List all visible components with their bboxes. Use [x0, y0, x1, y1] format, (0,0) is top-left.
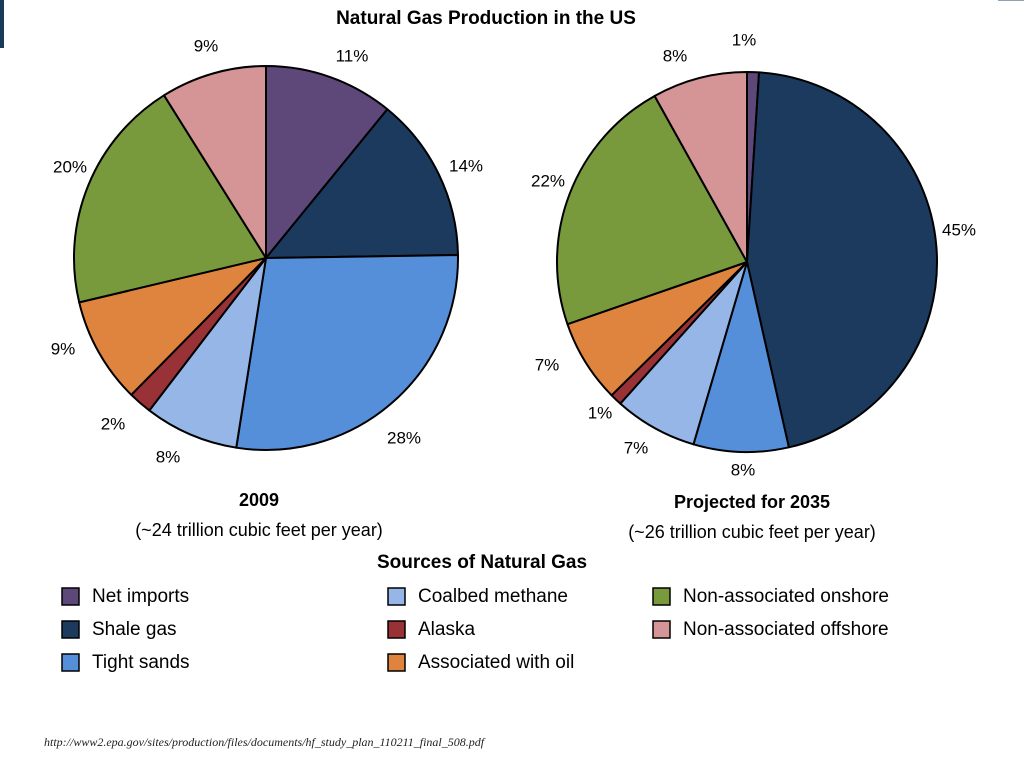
legend-swatch	[387, 620, 406, 639]
legend-swatch	[652, 620, 671, 639]
pie-slice-non-associated-offshore	[163, 65, 267, 259]
pie-slice-net-imports	[265, 65, 389, 259]
pie-subcaption: (~26 trillion cubic feet per year)	[628, 522, 876, 542]
slice-label-non-associated-onshore: 22%	[531, 171, 565, 190]
slide-corner-mark	[0, 0, 4, 48]
pie-slice-non-associated-offshore	[653, 71, 748, 263]
legend: Sources of Natural Gas Net imports Shale …	[61, 552, 889, 673]
natural-gas-chart: Natural Gas Production in the US 11% 14% 2…	[51, 8, 976, 673]
pie-slice-shale-gas	[265, 108, 459, 259]
legend-item-non-associated-onshore: Non-associated onshore	[652, 586, 889, 607]
slice-label-net-imports: 11%	[336, 46, 369, 65]
pie-slice-non-associated-onshore	[73, 94, 267, 304]
slice-label-shale-gas: 14%	[449, 156, 483, 175]
slice-label-alaska: 1%	[588, 403, 613, 422]
pie-slice-tight-sands	[692, 261, 790, 453]
pies-layer: 11% 14% 28% 8% 2% 9% 20% 9% 2009 (~24 trillion cu…	[51, 30, 976, 542]
pie-2009: 11% 14% 28% 8% 2% 9% 20% 9% 2009 (~24 trillion cu…	[51, 36, 483, 540]
slice-label-non-associated-offshore: 9%	[194, 36, 219, 55]
slice-label-coalbed-methane: 7%	[624, 438, 649, 457]
legend-swatch	[61, 653, 80, 672]
slide-corner-line	[998, 0, 1024, 1]
legend-item-associated-with-oil: Associated with oil	[387, 652, 574, 673]
slice-label-tight-sands: 28%	[387, 428, 421, 447]
legend-item-net-imports: Net imports	[61, 586, 189, 607]
legend-label: Coalbed methane	[418, 586, 568, 607]
legend-label: Net imports	[92, 586, 189, 607]
pie-slice-non-associated-onshore	[556, 94, 748, 326]
slice-label-coalbed-methane: 8%	[156, 447, 181, 466]
pie-caption: 2009	[239, 490, 279, 510]
pie-projected-for-2035: 1% 45% 8% 7% 1% 7% 22% 8% Projected for 2035 (~26…	[531, 30, 976, 542]
slice-label-alaska: 2%	[101, 414, 126, 433]
legend-swatch	[387, 587, 406, 606]
legend-label: Non-associated onshore	[683, 586, 889, 607]
slice-label-net-imports: 1%	[732, 30, 757, 49]
pie-slice-tight-sands	[235, 254, 459, 451]
legend-swatch	[61, 587, 80, 606]
slice-label-shale-gas: 45%	[942, 220, 976, 239]
source-url: http://www2.epa.gov/sites/production/fil…	[44, 735, 485, 749]
slice-label-non-associated-offshore: 8%	[663, 46, 688, 65]
pie-slice-coalbed-methane	[148, 257, 267, 449]
legend-item-shale-gas: Shale gas	[61, 619, 177, 640]
legend-swatch	[61, 620, 80, 639]
legend-item-tight-sands: Tight sands	[61, 652, 190, 673]
legend-item-non-associated-offshore: Non-associated offshore	[652, 619, 889, 640]
slice-label-associated-with-oil: 7%	[535, 355, 560, 374]
slice-label-associated-with-oil: 9%	[51, 339, 76, 358]
slice-label-tight-sands: 8%	[731, 460, 756, 479]
legend-swatch	[652, 587, 671, 606]
chart-title: Natural Gas Production in the US	[336, 8, 636, 29]
legend-swatch	[387, 653, 406, 672]
legend-label: Associated with oil	[418, 652, 574, 673]
pie-subcaption: (~24 trillion cubic feet per year)	[135, 520, 383, 540]
pie-slice-shale-gas	[746, 71, 938, 449]
legend-label: Tight sands	[92, 652, 190, 673]
legend-item-coalbed-methane: Coalbed methane	[387, 586, 568, 607]
legend-label: Non-associated offshore	[683, 619, 889, 640]
slice-label-non-associated-onshore: 20%	[53, 157, 87, 176]
legend-label: Shale gas	[92, 619, 177, 640]
legend-title: Sources of Natural Gas	[377, 552, 587, 573]
legend-item-alaska: Alaska	[387, 619, 475, 640]
pie-caption: Projected for 2035	[674, 492, 830, 512]
legend-label: Alaska	[418, 619, 475, 640]
